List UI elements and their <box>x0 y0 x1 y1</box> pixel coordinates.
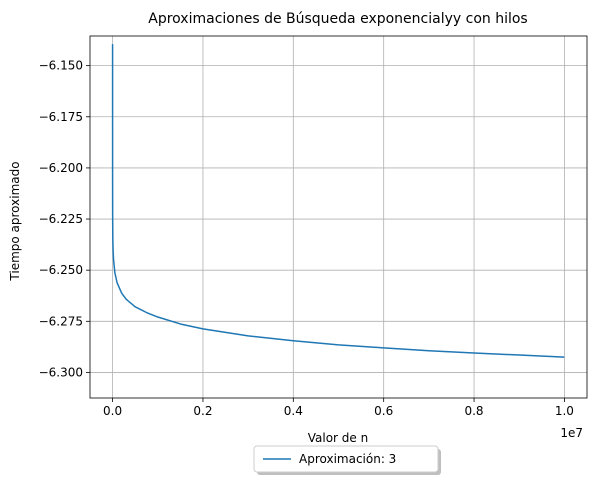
x-axis-offset-label: 1e7 <box>560 426 583 440</box>
x-tick-label: 0.2 <box>193 404 212 418</box>
legend-box <box>253 445 439 473</box>
x-tick-label: 0.0 <box>103 404 122 418</box>
y-tick-label: −6.225 <box>39 212 83 226</box>
y-axis: −6.150 −6.175 −6.200 −6.225 −6.250 −6.275 −6.3… <box>39 59 90 379</box>
y-tick-label: −6.200 <box>39 161 83 175</box>
x-tick-label: 0.8 <box>464 404 483 418</box>
x-tick-label: 1.0 <box>555 404 574 418</box>
y-tick-label: −6.150 <box>39 59 83 73</box>
x-axis: 0.0 0.2 0.4 0.6 0.8 1.0 <box>103 398 574 418</box>
grid <box>90 36 587 398</box>
y-tick-label: −6.250 <box>39 263 83 277</box>
legend: Aproximación: 3 <box>253 445 441 475</box>
y-tick-label: −6.175 <box>39 110 83 124</box>
chart-title: Aproximaciones de Búsqueda exponencialyy… <box>148 11 527 27</box>
series-layer <box>111 44 565 358</box>
plot-area-frame <box>89 35 588 399</box>
x-tick-label: 0.4 <box>284 404 303 418</box>
x-axis-label: Valor de n <box>308 431 368 445</box>
x-tick-label: 0.6 <box>374 404 393 418</box>
y-axis-label: Tiempo aproximado <box>8 161 22 281</box>
legend-label: Aproximación: 3 <box>299 452 396 466</box>
y-tick-label: −6.300 <box>39 365 83 379</box>
y-tick-label: −6.275 <box>39 314 83 328</box>
series-line <box>111 44 565 358</box>
